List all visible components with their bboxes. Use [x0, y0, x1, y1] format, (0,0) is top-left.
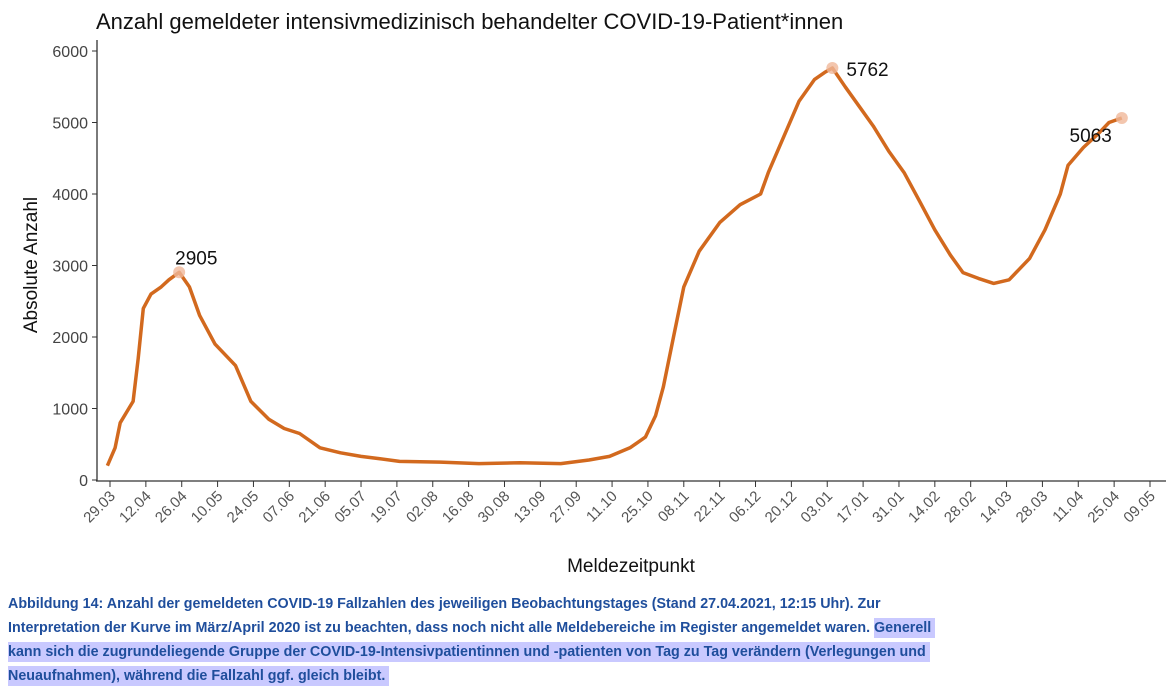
caption-highlight-4: Neuaufnahmen), während die Fallzahl ggf.…	[8, 666, 390, 686]
y-axis-label: Absolute Anzahl	[21, 197, 42, 333]
x-tick-label: 06.12	[726, 488, 765, 527]
x-tick-label: 25.10	[618, 488, 657, 527]
y-tick-label: 2000	[52, 330, 88, 347]
x-tick-label: 09.05	[1120, 488, 1159, 527]
x-tick-label: 19.07	[367, 488, 406, 527]
peak-label: 5063	[1070, 126, 1112, 147]
x-tick-label: 02.08	[403, 488, 442, 527]
x-tick-label: 07.06	[260, 488, 299, 527]
peak-marker	[173, 266, 186, 279]
x-tick-label: 11.04	[1049, 488, 1087, 526]
x-tick-label: 29.03	[80, 488, 119, 527]
x-tick-label: 08.11	[655, 488, 693, 526]
x-tick-label: 28.03	[1013, 488, 1052, 527]
x-tick-label: 10.05	[188, 488, 227, 527]
x-tick-label: 24.05	[224, 488, 263, 527]
x-tick-label: 03.01	[797, 488, 836, 527]
caption-highlight-3: kann sich die zugrundeliegende Gruppe de…	[8, 642, 930, 662]
x-axis-label: Meldezeitpunkt	[567, 556, 696, 577]
x-tick-label: 20.12	[762, 488, 801, 527]
x-tick-label: 30.08	[475, 488, 514, 527]
chart-title: Anzahl gemeldeter intensivmedizinisch be…	[96, 9, 843, 34]
y-tick-label: 1000	[52, 402, 88, 419]
series-line	[105, 66, 1123, 467]
x-tick-label: 13.09	[511, 488, 550, 527]
figure-caption: Abbildung 14: Anzahl der gemeldeten COVI…	[8, 592, 1158, 688]
x-tick-label: 31.01	[869, 488, 908, 527]
peak-label: 2905	[175, 248, 217, 269]
x-tick-label: 22.11	[691, 488, 729, 526]
y-tick-label: 6000	[52, 44, 88, 61]
peak-label: 5762	[846, 60, 888, 81]
x-tick-label: 11.10	[583, 488, 621, 526]
x-tick-label: 05.07	[331, 488, 370, 527]
y-tick-label: 4000	[52, 187, 88, 204]
x-tick-label: 16.08	[439, 488, 478, 527]
x-tick-label: 26.04	[152, 488, 191, 527]
x-tick-label: 17.01	[833, 488, 872, 527]
y-tick-label: 3000	[52, 259, 88, 276]
caption-line-1: Abbildung 14: Anzahl der gemeldeten COVI…	[8, 596, 881, 612]
peak-marker	[1115, 111, 1128, 124]
x-tick-label: 27.09	[546, 488, 585, 527]
x-tick-label: 14.03	[977, 488, 1016, 527]
line-chart: Anzahl gemeldeter intensivmedizinisch be…	[21, 9, 1166, 577]
x-tick-label: 14.02	[905, 488, 944, 527]
peak-marker	[826, 62, 839, 75]
x-tick-label: 28.02	[941, 488, 980, 527]
caption-highlight-2: Generell	[874, 618, 936, 638]
x-tick-label: 21.06	[295, 488, 334, 527]
y-tick-label: 0	[79, 473, 88, 490]
x-tick-label: 25.04	[1084, 488, 1123, 527]
x-tick-label: 12.04	[116, 488, 155, 527]
caption-line-2: Interpretation der Kurve im März/April 2…	[8, 620, 875, 636]
y-tick-label: 5000	[52, 116, 88, 133]
